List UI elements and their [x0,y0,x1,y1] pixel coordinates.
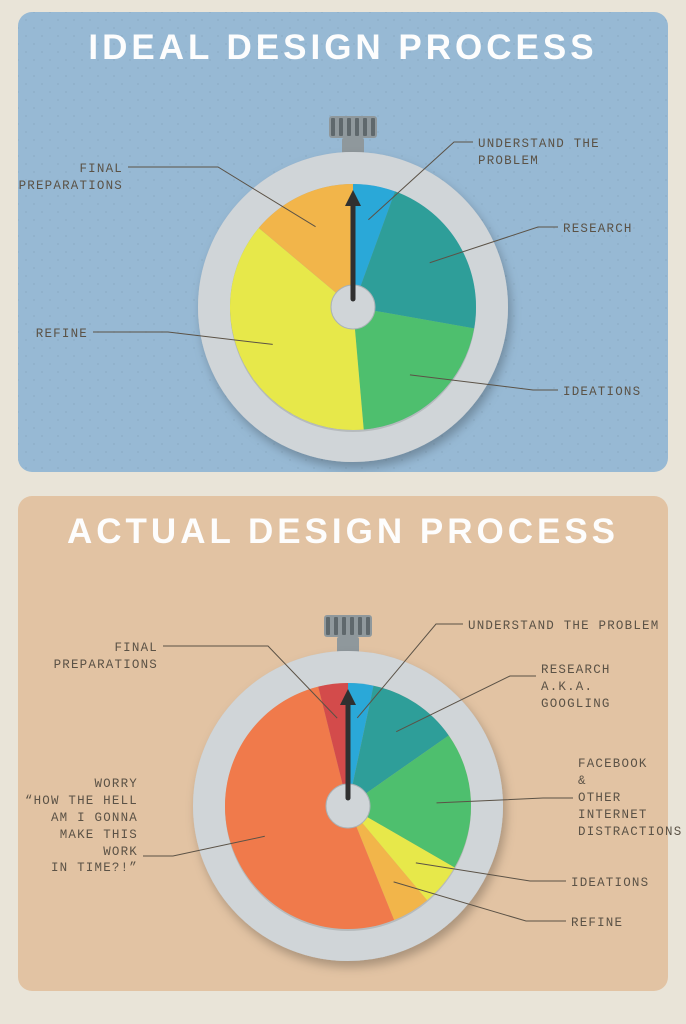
panel-ideal: IDEAL DESIGN PROCESS UNDERSTAND THE PROB… [18,12,668,472]
panel-actual: ACTUAL DESIGN PROCESS UNDERSTAND THE PRO… [18,496,668,991]
ideal-label-3: REFINE [36,326,88,343]
actual-label-2: FACEBOOK & OTHER INTERNET DISTRACTIONS [578,756,682,840]
ideal-crown [329,116,377,156]
ideal-label-1: RESEARCH [563,221,633,238]
actual-label-4: REFINE [571,915,623,932]
actual-label-6: FINAL PREPARATIONS [18,640,158,674]
actual-label-5: WORRY “HOW THE HELL AM I GONNA MAKE THIS… [18,776,138,877]
ideal-label-0: UNDERSTAND THE PROBLEM [478,136,668,170]
ideal-svg [18,12,668,472]
ideal-label-2: IDEATIONS [563,384,641,401]
actual-label-0: UNDERSTAND THE PROBLEM [468,618,659,635]
actual-label-1: RESEARCH A.K.A. GOOGLING [541,662,668,713]
page: IDEAL DESIGN PROCESS UNDERSTAND THE PROB… [0,0,686,1024]
ideal-label-4: FINAL PREPARATIONS [18,161,123,195]
actual-crown [324,615,372,655]
actual-label-3: IDEATIONS [571,875,649,892]
